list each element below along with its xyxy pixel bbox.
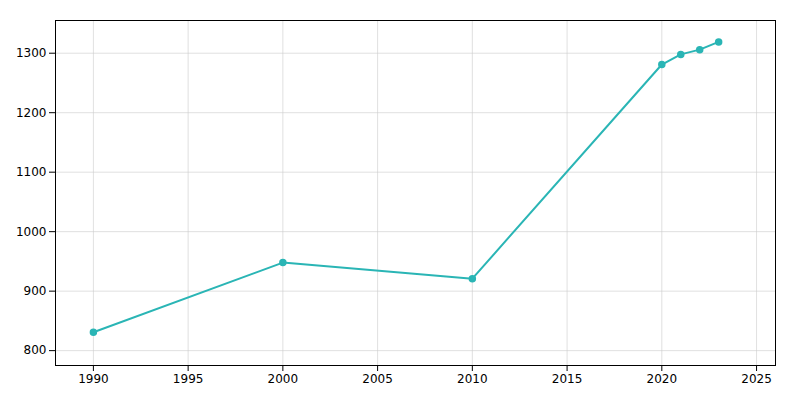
svg-text:2020: 2020 <box>647 372 678 386</box>
svg-text:1990: 1990 <box>78 372 109 386</box>
svg-text:2005: 2005 <box>362 372 393 386</box>
svg-text:2015: 2015 <box>552 372 583 386</box>
svg-text:900: 900 <box>24 284 47 298</box>
svg-text:1995: 1995 <box>173 372 204 386</box>
svg-text:2025: 2025 <box>741 372 772 386</box>
svg-text:2000: 2000 <box>268 372 299 386</box>
svg-text:1000: 1000 <box>16 225 47 239</box>
svg-text:800: 800 <box>24 343 47 357</box>
svg-text:1100: 1100 <box>16 165 47 179</box>
svg-text:1200: 1200 <box>16 106 47 120</box>
svg-text:2010: 2010 <box>457 372 488 386</box>
svg-text:1300: 1300 <box>16 46 47 60</box>
